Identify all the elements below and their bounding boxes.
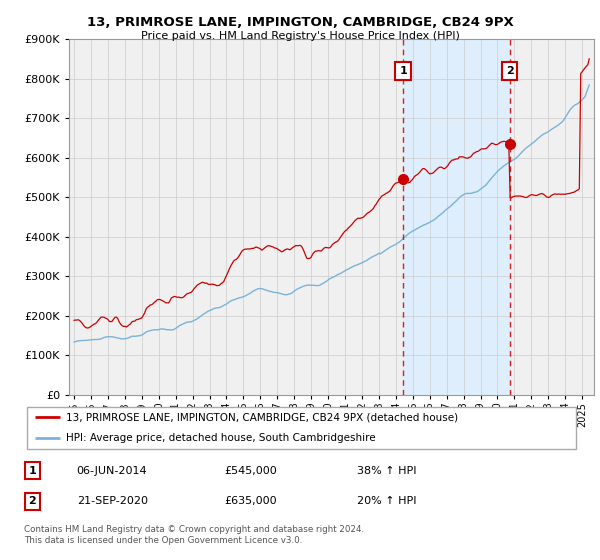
Text: £545,000: £545,000 (224, 466, 277, 476)
Text: Contains HM Land Registry data © Crown copyright and database right 2024.
This d: Contains HM Land Registry data © Crown c… (24, 525, 364, 545)
Text: 13, PRIMROSE LANE, IMPINGTON, CAMBRIDGE, CB24 9PX: 13, PRIMROSE LANE, IMPINGTON, CAMBRIDGE,… (86, 16, 514, 29)
Bar (403, 39, 509, 395)
Text: 1: 1 (399, 66, 407, 76)
Text: 38% ↑ HPI: 38% ↑ HPI (357, 466, 416, 476)
Text: Price paid vs. HM Land Registry's House Price Index (HPI): Price paid vs. HM Land Registry's House … (140, 31, 460, 41)
Text: 1: 1 (28, 466, 36, 476)
FancyBboxPatch shape (27, 407, 576, 449)
Text: 06-JUN-2014: 06-JUN-2014 (77, 466, 148, 476)
Text: 20% ↑ HPI: 20% ↑ HPI (357, 496, 416, 506)
Text: 2: 2 (506, 66, 514, 76)
Text: 2: 2 (28, 496, 36, 506)
Text: £635,000: £635,000 (224, 496, 277, 506)
Text: 21-SEP-2020: 21-SEP-2020 (77, 496, 148, 506)
Text: 13, PRIMROSE LANE, IMPINGTON, CAMBRIDGE, CB24 9PX (detached house): 13, PRIMROSE LANE, IMPINGTON, CAMBRIDGE,… (65, 412, 458, 422)
Text: HPI: Average price, detached house, South Cambridgeshire: HPI: Average price, detached house, Sout… (65, 433, 375, 444)
